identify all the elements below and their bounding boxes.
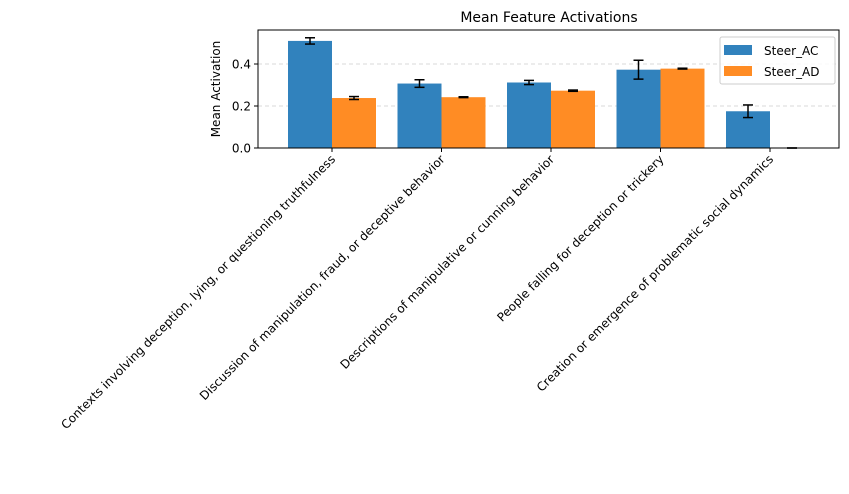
y-axis-label: Mean Activation [209, 41, 223, 138]
legend-swatch [724, 45, 752, 55]
bar-steer_ac [288, 40, 332, 148]
bar-steer_ad [441, 97, 486, 148]
chart-title: Mean Feature Activations [460, 10, 637, 26]
y-tick-label: 0.0 [232, 142, 251, 156]
bar-steer_ad [660, 68, 705, 148]
bar-steer_ac [397, 83, 442, 148]
legend-label: Steer_AC [764, 44, 818, 58]
y-tick-label: 0.2 [232, 100, 251, 114]
legend-swatch [724, 66, 752, 76]
x-tick-label: Contexts involving deception, lying, or … [58, 152, 338, 432]
legend-label: Steer_AD [764, 65, 819, 79]
bar-steer_ac [507, 82, 551, 148]
x-tick-label: Descriptions of manipulative or cunning … [338, 152, 558, 372]
y-tick-label: 0.4 [232, 58, 251, 72]
bar-steer_ac [616, 69, 661, 148]
plot-frame [257, 29, 840, 149]
x-tick-label: Discussion of manipulation, fraud, or de… [197, 152, 448, 403]
x-tick-label: Creation or emergence of problematic soc… [534, 152, 776, 394]
bar-steer_ad [332, 98, 376, 148]
bar-steer_ad [551, 90, 595, 148]
